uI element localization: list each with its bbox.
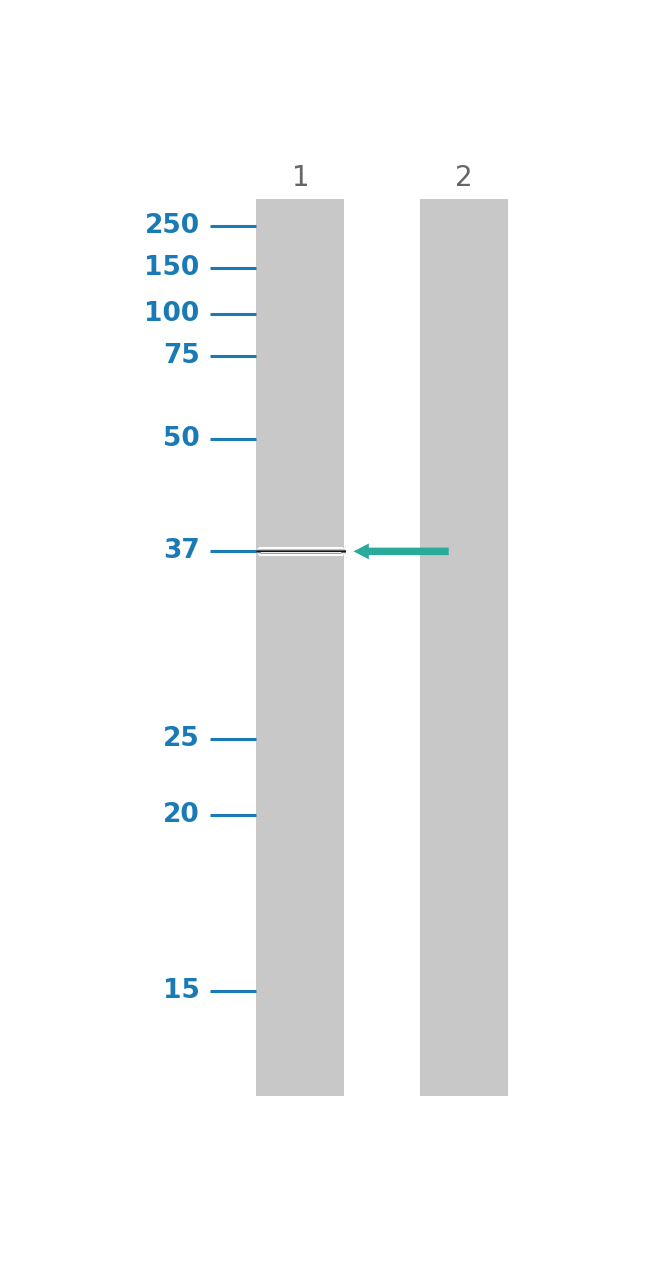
Text: 50: 50 [163, 425, 200, 452]
Text: 25: 25 [163, 726, 200, 752]
Bar [256, 199, 344, 1096]
Text: 150: 150 [144, 255, 200, 281]
Text: 37: 37 [163, 538, 200, 564]
Text: 2: 2 [455, 164, 473, 192]
Text: 250: 250 [144, 213, 200, 239]
Text: 75: 75 [163, 343, 200, 368]
Bar [420, 199, 508, 1096]
Text: 20: 20 [163, 803, 200, 828]
Text: 1: 1 [292, 164, 309, 192]
Text: 100: 100 [144, 301, 200, 326]
Text: 15: 15 [162, 978, 200, 1005]
